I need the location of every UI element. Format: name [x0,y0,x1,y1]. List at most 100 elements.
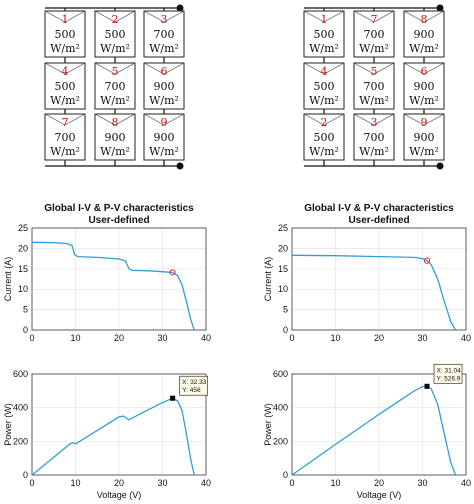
panel-box [353,62,395,110]
panel-number: 7 [371,13,378,26]
x-tick-label: 40 [461,333,471,343]
irradiance-value: 900 [105,131,126,144]
panel-diagonal [373,113,395,126]
panel-diagonal [44,62,66,75]
panel-diagonal [373,62,395,75]
x-tick-label: 10 [330,478,340,488]
datatip-x: X: 31.04 [437,367,462,374]
datatip-y: Y: 456 [182,387,201,394]
irradiance-unit: W/m² [309,94,339,107]
irradiance-value: 900 [414,80,435,93]
irradiance-unit: W/m² [50,42,80,55]
irradiance-value: 900 [414,131,435,144]
x-tick-label: 20 [114,478,124,488]
mpp-marker [424,383,430,389]
panel-number: 2 [112,13,119,26]
panel-box [44,113,86,161]
x-tick-label: 20 [374,333,384,343]
panel-diagonal [114,10,136,23]
panel-diagonal [323,62,345,75]
panel-number: 3 [371,116,378,129]
irradiance-value: 900 [154,131,175,144]
x-tick-label: 30 [157,478,167,488]
panel-diagonal [373,10,395,23]
x-tick-label: 0 [29,333,34,343]
panel-diagonal [353,62,375,75]
panel-number: 2 [321,116,328,129]
mpp-marker [169,269,176,276]
x-tick-label: 0 [289,478,294,488]
y-tick-label: 0 [23,325,28,335]
x-tick-label: 20 [114,333,124,343]
panel-box [143,10,185,58]
irradiance-unit: W/m² [359,42,389,55]
panel-diagonal [353,10,375,23]
panel-box [94,10,136,58]
mpp-marker [170,395,176,401]
irradiance-value: 900 [154,80,175,93]
panel-box [94,62,136,110]
irradiance-unit: W/m² [359,145,389,158]
irradiance-value: 700 [154,28,175,41]
panel-diagonal [353,113,375,126]
x-tick-label: 30 [157,333,167,343]
y-tick-label: 0 [283,325,288,335]
panel-number: 1 [62,13,69,26]
chart-subtitle: User-defined [348,215,409,226]
irradiance-unit: W/m² [309,145,339,158]
chart-2: Global I-V & P-V characteristicsUser-def… [263,203,471,343]
y-tick-label: 600 [13,369,28,379]
positive-terminal [176,4,184,12]
panel-diagonal [403,113,425,126]
panel-number: 9 [161,116,168,129]
irradiance-value: 500 [314,80,335,93]
plot-border [31,227,207,331]
panel-box [403,10,445,58]
plot-border [31,373,207,476]
panel-box [303,10,345,58]
x-tick-label: 40 [461,478,471,488]
panel-box [353,113,395,161]
negative-terminal [176,162,184,170]
irradiance-value: 700 [364,28,385,41]
panel-diagonal [323,113,345,126]
x-tick-label: 20 [374,478,384,488]
plot-border [291,373,467,476]
irradiance-value: 500 [105,28,126,41]
irradiance-value: 500 [55,80,76,93]
panel-box [303,113,345,161]
mpp-marker [423,257,431,264]
x-tick-label: 10 [330,333,340,343]
x-tick-label: 30 [417,478,427,488]
irradiance-value: 700 [364,80,385,93]
pv-array-diagrams: 1500W/m²2500W/m²3700W/m²4500W/m²5700W/m²… [44,4,445,170]
panel-number: 5 [112,65,119,78]
panel-box [353,10,395,58]
panel-number: 4 [62,65,69,78]
y-tick-label: 200 [13,436,28,446]
y-tick-label: 15 [18,264,28,274]
panel-number: 4 [321,65,328,78]
irradiance-value: 900 [414,28,435,41]
panel-diagonal [114,62,136,75]
x-tick-label: 10 [70,478,80,488]
y-axis-label: Power (W) [263,403,273,446]
panel-number: 8 [112,116,119,129]
y-tick-label: 20 [18,243,28,253]
plot-border [291,227,467,331]
x-tick-label: 40 [201,478,211,488]
chart-1: Global I-V & P-V characteristicsUser-def… [3,203,211,343]
chart-subtitle: User-defined [88,215,149,226]
